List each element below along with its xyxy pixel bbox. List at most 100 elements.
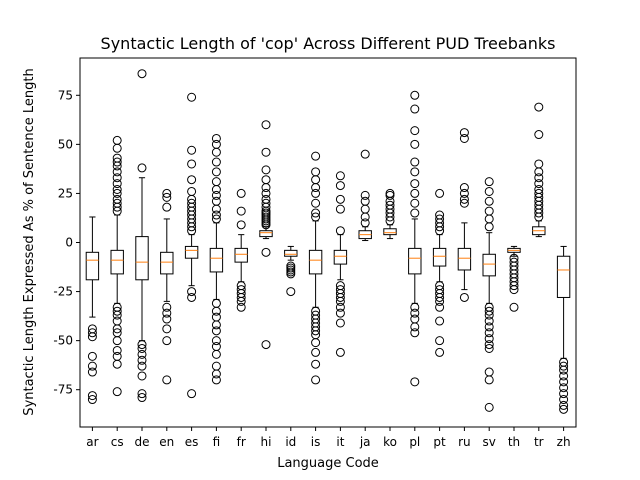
box-fi (209, 247, 224, 273)
flier-point (261, 120, 271, 130)
x-tick-label: is (311, 435, 321, 449)
flier-point (559, 404, 569, 414)
flier-point (137, 393, 147, 403)
box-es (184, 245, 199, 259)
flier-point (559, 377, 569, 387)
flier-point (335, 194, 345, 204)
flier-point (187, 389, 197, 399)
flier-point (459, 292, 469, 302)
flier-point (112, 179, 122, 189)
flier-point (459, 198, 469, 208)
flier-point (410, 90, 420, 100)
flier-point (236, 220, 246, 230)
flier-point (112, 153, 122, 163)
flier-point (112, 310, 122, 320)
flier-point (211, 177, 221, 187)
flier-point (162, 336, 172, 346)
y-tick-label: -25 (53, 285, 73, 299)
flier-point (137, 340, 147, 350)
flier-point (87, 351, 97, 361)
chart-title: Syntactic Length of 'cop' Across Differe… (101, 34, 556, 53)
flier-point (211, 320, 221, 330)
flier-point (286, 287, 296, 297)
box-it (333, 249, 348, 265)
flier-point (187, 198, 197, 208)
flier-point (236, 188, 246, 198)
box-pl (408, 247, 422, 275)
flier-point (311, 359, 321, 369)
flier-point (112, 306, 122, 316)
flier-point (410, 104, 420, 114)
box-zh (556, 255, 571, 298)
flier-point (484, 343, 494, 353)
flier-point (261, 340, 271, 350)
flier-point (410, 377, 420, 387)
flier-point (534, 185, 544, 195)
flier-point (335, 292, 345, 302)
flier-point (211, 349, 221, 359)
flier-point (484, 340, 494, 350)
flier-point (484, 322, 494, 332)
flier-point (559, 365, 569, 375)
flier-point (410, 126, 420, 136)
box-ko (383, 228, 397, 236)
box-ru (457, 247, 472, 271)
flier-point (112, 135, 122, 145)
flier-point (385, 200, 395, 210)
flier-point (261, 194, 271, 204)
flier-point (211, 167, 221, 177)
flier-point (311, 375, 321, 385)
flier-point (87, 395, 97, 405)
flier-point (261, 175, 271, 185)
flier-point (484, 186, 494, 196)
flier-point (112, 167, 122, 177)
x-tick-label: ko (383, 435, 397, 449)
flier-point (360, 149, 370, 159)
x-tick-label: hi (261, 435, 272, 449)
flier-point (137, 69, 147, 79)
flier-point (236, 296, 246, 306)
flier-point (484, 328, 494, 338)
flier-point (261, 188, 271, 198)
x-tick-label: it (336, 435, 344, 449)
flier-point (137, 371, 147, 381)
box-id (284, 249, 298, 257)
flier-point (435, 188, 445, 198)
y-tick-label: 75 (58, 88, 73, 102)
flier-point (335, 226, 345, 236)
flier-point (335, 204, 345, 214)
flier-point (211, 139, 221, 149)
flier-point (137, 163, 147, 173)
flier-point (261, 147, 271, 157)
flier-point (187, 145, 197, 155)
box-cs (110, 249, 124, 275)
flier-point (410, 322, 420, 332)
x-tick-label: sv (483, 435, 496, 449)
flier-point (187, 159, 197, 169)
flier-point (484, 306, 494, 316)
flier-point (162, 314, 172, 324)
flier-point (360, 190, 370, 200)
flier-point (112, 359, 122, 369)
flier-point (360, 196, 370, 206)
flier-point (410, 302, 420, 312)
flier-point (509, 285, 519, 295)
flier-point (385, 188, 395, 198)
flier-point (484, 316, 494, 326)
flier-point (187, 287, 197, 297)
flier-point (335, 181, 345, 191)
flier-point (559, 383, 569, 393)
flier-point (236, 302, 246, 312)
y-tick-label: 50 (58, 137, 73, 151)
flier-point (311, 208, 321, 218)
x-tick-label: fr (237, 435, 246, 449)
flier-point (187, 292, 197, 302)
flier-point (137, 389, 147, 399)
flier-point (87, 391, 97, 401)
flier-point (162, 192, 172, 202)
flier-point (534, 173, 544, 183)
x-tick-label: id (285, 435, 296, 449)
flier-point (509, 302, 519, 312)
flier-point (335, 302, 345, 312)
